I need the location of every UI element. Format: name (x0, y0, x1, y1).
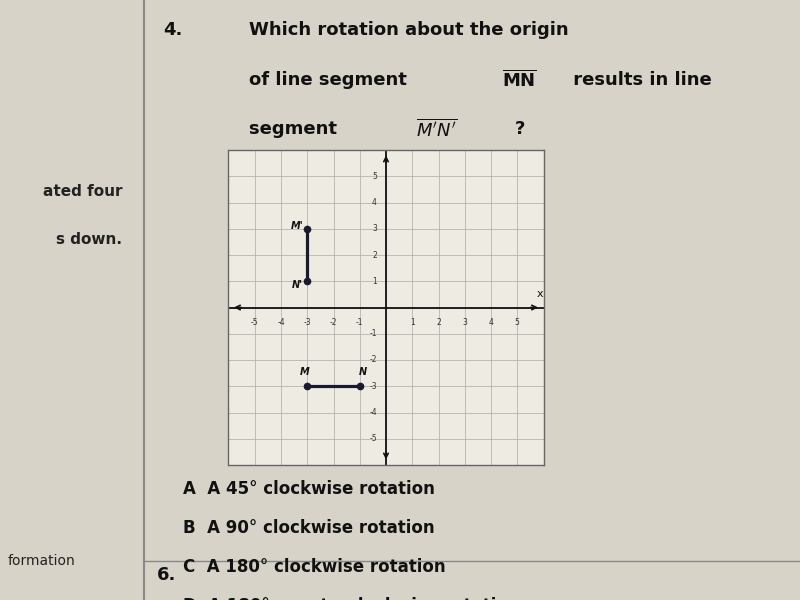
Text: N': N' (292, 280, 303, 290)
Text: 4: 4 (489, 318, 494, 327)
Text: 2: 2 (436, 318, 441, 327)
Text: 4: 4 (372, 198, 377, 207)
Text: segment: segment (249, 120, 343, 138)
Text: M': M' (290, 221, 303, 231)
Text: 3: 3 (462, 318, 467, 327)
Text: ?: ? (514, 120, 525, 138)
Text: -4: -4 (277, 318, 285, 327)
Text: -3: -3 (303, 318, 311, 327)
Text: -2: -2 (330, 318, 338, 327)
Text: D  A 180° counterclockwise rotation: D A 180° counterclockwise rotation (183, 597, 520, 600)
Text: -3: -3 (369, 382, 377, 391)
Text: of line segment: of line segment (249, 71, 413, 89)
Text: -5: -5 (251, 318, 258, 327)
Text: 2: 2 (372, 251, 377, 259)
Text: s down.: s down. (56, 232, 122, 247)
Text: 4.: 4. (164, 21, 183, 39)
Text: N: N (358, 367, 366, 377)
Text: 3: 3 (372, 224, 377, 233)
Text: -4: -4 (369, 408, 377, 417)
Text: ated four: ated four (43, 184, 122, 199)
Text: 1: 1 (372, 277, 377, 286)
Text: C  A 180° clockwise rotation: C A 180° clockwise rotation (183, 558, 446, 576)
Text: 1: 1 (410, 318, 414, 327)
Text: x: x (536, 289, 543, 299)
Text: 6.: 6. (157, 566, 177, 584)
Text: -1: -1 (356, 318, 363, 327)
Text: 5: 5 (515, 318, 520, 327)
Text: results in line: results in line (567, 71, 712, 89)
Text: $\overline{\mathit{M'N'}}$: $\overline{\mathit{M'N'}}$ (416, 118, 458, 140)
Text: formation: formation (7, 554, 75, 568)
Text: 5: 5 (372, 172, 377, 181)
Text: -1: -1 (370, 329, 377, 338)
Text: Which rotation about the origin: Which rotation about the origin (249, 21, 569, 39)
Text: $\overline{\mathbf{MN}}$: $\overline{\mathbf{MN}}$ (502, 70, 537, 91)
Text: A  A 45° clockwise rotation: A A 45° clockwise rotation (183, 480, 435, 498)
Text: -5: -5 (369, 434, 377, 443)
Text: B  A 90° clockwise rotation: B A 90° clockwise rotation (183, 519, 435, 537)
Text: M: M (300, 367, 310, 377)
Text: -2: -2 (370, 355, 377, 364)
